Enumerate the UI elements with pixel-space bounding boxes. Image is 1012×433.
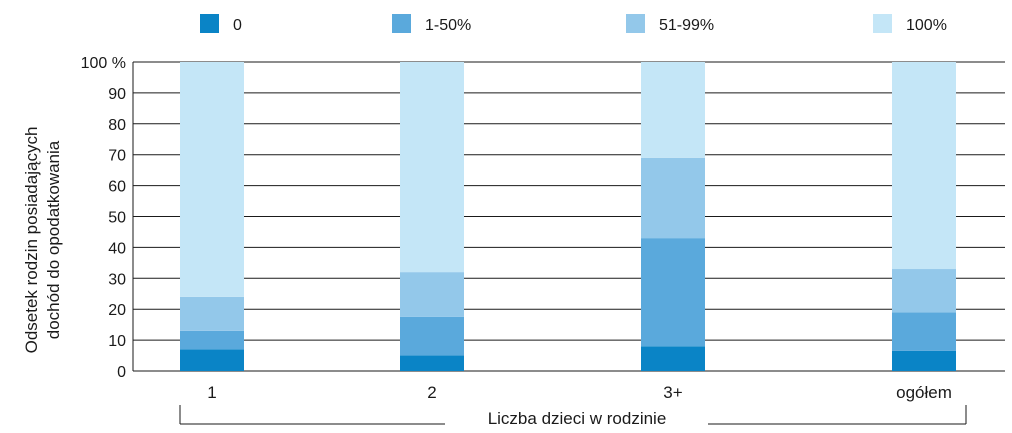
x-tick-label: 1: [207, 383, 216, 402]
legend-swatch: [392, 14, 411, 33]
y-tick-label: 100 %: [81, 55, 126, 72]
bar-segment: [400, 316, 464, 356]
bar-segment: [641, 62, 705, 158]
x-tick-label: 3+: [663, 383, 682, 402]
legend: 0 1-50% 51-99% 100%: [200, 14, 947, 34]
y-tick-label: 40: [108, 240, 126, 257]
bar-segment: [892, 269, 956, 313]
y-axis-title-line: dochód do opodatkowania: [44, 140, 63, 339]
y-tick-label: 50: [108, 210, 126, 227]
bar-segment: [641, 157, 705, 239]
legend-swatch: [626, 14, 645, 33]
legend-label: 0: [233, 17, 242, 34]
x-tick-label: ogółem: [896, 383, 952, 402]
bar-segment: [892, 350, 956, 371]
bar-segment: [400, 272, 464, 317]
legend-label: 100%: [906, 17, 947, 34]
legend-label: 51-99%: [659, 17, 714, 34]
bar-segment: [400, 355, 464, 371]
x-axis-title: Liczba dzieci w rodzinie: [488, 409, 667, 428]
y-tick-label: 70: [108, 148, 126, 165]
bar-segment: [180, 296, 244, 331]
bar-segment: [892, 312, 956, 351]
y-tick-label: 80: [108, 117, 126, 134]
y-tick-label: 20: [108, 302, 126, 319]
axes: 0 10 20 30 40 50 60 70 80 90 100 %: [81, 55, 134, 381]
gridlines: [133, 61, 1005, 372]
y-tick-label: 90: [108, 86, 126, 103]
x-tick-label: 2: [427, 383, 436, 402]
y-tick-label: 30: [108, 271, 126, 288]
bar-segment: [180, 330, 244, 350]
bar-segment: [892, 62, 956, 270]
y-tick-label: 0: [117, 364, 126, 381]
legend-swatch: [873, 14, 892, 33]
y-tick-label: 10: [108, 333, 126, 350]
legend-label: 1-50%: [425, 17, 471, 34]
bar-segment: [180, 349, 244, 371]
y-tick-label: 60: [108, 179, 126, 196]
bar-segment: [641, 346, 705, 371]
axis-labels: 1 2 3+ ogółem Liczba dzieci w rodzinie Odsete…: [22, 127, 967, 428]
y-axis-title-line: Odsetek rodzin posiadających: [22, 127, 41, 354]
y-axis-title: Odsetek rodzin posiadających dochód do op…: [22, 127, 63, 354]
bar-segment: [641, 238, 705, 347]
bars: [180, 62, 956, 371]
legend-swatch: [200, 14, 219, 33]
bar-segment: [400, 62, 464, 273]
bar-segment: [180, 62, 244, 297]
